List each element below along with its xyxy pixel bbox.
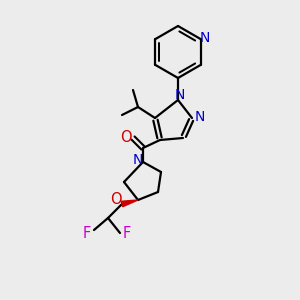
Text: N: N <box>199 31 210 45</box>
Text: F: F <box>123 226 131 242</box>
Text: N: N <box>133 153 143 167</box>
Text: N: N <box>195 110 205 124</box>
Text: O: O <box>120 130 132 145</box>
Text: F: F <box>83 226 91 241</box>
Text: O: O <box>110 191 122 206</box>
Text: N: N <box>175 88 185 102</box>
Polygon shape <box>121 200 138 207</box>
